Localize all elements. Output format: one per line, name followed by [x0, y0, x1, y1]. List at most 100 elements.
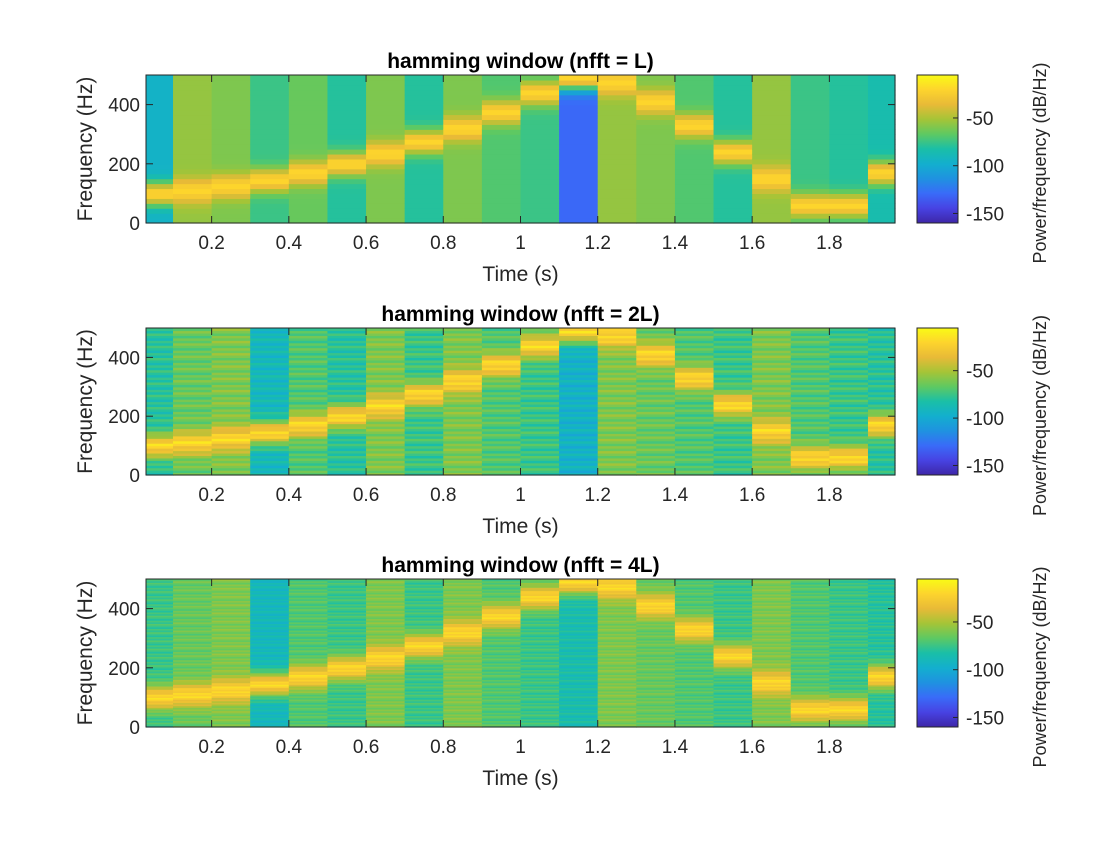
heatmap-cell: [481, 94, 522, 101]
heatmap-cell: [146, 124, 174, 130]
heatmap-cell: [404, 173, 444, 180]
heatmap-cell: [211, 661, 251, 664]
heatmap-cell: [366, 588, 406, 592]
heatmap-cell: [559, 633, 599, 636]
heatmap-cell: [597, 582, 637, 585]
heatmap-cell: [250, 593, 290, 597]
heatmap-cell: [752, 722, 792, 725]
heatmap-cell: [790, 350, 830, 354]
heatmap-cell: [327, 330, 367, 334]
heatmap-cell: [752, 440, 792, 444]
heatmap-cell: [481, 705, 522, 708]
heatmap-cell: [636, 689, 676, 692]
heatmap-cell: [559, 457, 599, 461]
heatmap-cell: [250, 602, 290, 605]
heatmap-cell: [597, 633, 637, 636]
heatmap-cell: [366, 470, 406, 474]
heatmap-cell: [713, 644, 753, 648]
heatmap-cell: [674, 384, 715, 388]
heatmap-cell: [327, 717, 367, 720]
heatmap-cell: [867, 99, 896, 106]
heatmap-cell: [520, 114, 560, 120]
heatmap-cell: [829, 198, 869, 204]
heatmap-cell: [597, 416, 637, 420]
heatmap-cell: [250, 643, 290, 646]
heatmap-cell: [752, 590, 792, 593]
heatmap-cell: [443, 620, 483, 623]
heatmap-cell: [867, 677, 896, 680]
heatmap-cell: [559, 386, 599, 390]
heatmap-cell: [366, 657, 406, 661]
heatmap-cell: [829, 613, 869, 616]
heatmap-cell: [327, 134, 367, 140]
heatmap-cell: [327, 710, 367, 713]
heatmap-cell: [404, 580, 444, 583]
heatmap-cell: [713, 708, 753, 712]
heatmap-cell: [713, 345, 753, 349]
heatmap-cell: [713, 700, 753, 703]
heatmap-cell: [146, 403, 174, 407]
heatmap-cell: [674, 708, 715, 712]
heatmap-cell: [250, 352, 290, 356]
heatmap-cell: [867, 144, 896, 150]
heatmap-cell: [790, 703, 830, 707]
heatmap-cell: [211, 203, 251, 209]
heatmap-cell: [146, 188, 174, 194]
heatmap-cell: [250, 666, 290, 669]
heatmap-cell: [790, 585, 830, 588]
heatmap-cell: [443, 629, 483, 633]
heatmap-cell: [713, 443, 753, 447]
heatmap-cell: [829, 672, 869, 675]
heatmap-cell: [481, 188, 522, 194]
heatmap-cell: [250, 406, 290, 410]
heatmap-cell: [173, 183, 213, 190]
heatmap-cell: [752, 104, 792, 111]
heatmap-cell: [752, 692, 792, 695]
heatmap-cell: [481, 377, 522, 381]
heatmap-cell: [559, 124, 599, 130]
heatmap-cell: [713, 144, 753, 150]
heatmap-cell: [366, 457, 406, 461]
x-axis-label: Time (s): [482, 767, 558, 790]
heatmap-cell: [674, 677, 715, 680]
heatmap-cell: [250, 582, 290, 585]
heatmap-cell: [288, 659, 329, 662]
heatmap-cell: [790, 680, 830, 684]
heatmap-cell: [636, 595, 676, 598]
heatmap-cell: [597, 643, 637, 646]
heatmap-cell: [674, 595, 715, 598]
heatmap-cell: [520, 149, 560, 155]
heatmap-cell: [211, 610, 251, 613]
heatmap-cell: [173, 582, 213, 585]
heatmap-cell: [674, 430, 715, 434]
heatmap-cell: [211, 656, 251, 659]
heatmap-cell: [713, 618, 753, 621]
heatmap-cell: [146, 129, 174, 135]
heatmap-cell: [327, 648, 367, 651]
x-tick-label: 0.4: [276, 233, 303, 254]
heatmap-cell: [288, 580, 329, 583]
heatmap-cell: [597, 379, 637, 383]
heatmap-cell: [288, 656, 329, 659]
heatmap-cell: [559, 352, 599, 356]
heatmap-cell: [636, 399, 676, 403]
heatmap-cell: [250, 418, 290, 422]
heatmap-cell: [867, 364, 896, 368]
x-axis-label: Time (s): [482, 515, 558, 538]
heatmap-cell: [481, 680, 522, 684]
y-tick-label: 0: [129, 214, 140, 235]
heatmap-cell: [636, 715, 676, 718]
heatmap-cell: [366, 671, 406, 674]
heatmap-cell: [250, 335, 290, 339]
heatmap-cell: [829, 611, 869, 615]
heatmap-cell: [559, 408, 599, 412]
heatmap-cell: [636, 467, 676, 471]
heatmap-cell: [520, 694, 560, 697]
heatmap-cell: [250, 633, 290, 636]
heatmap-cell: [829, 597, 869, 600]
heatmap-cell: [211, 114, 251, 120]
heatmap-cell: [481, 364, 522, 368]
heatmap-cell: [829, 661, 869, 664]
heatmap-cell: [752, 606, 792, 610]
heatmap-cell: [829, 406, 869, 410]
